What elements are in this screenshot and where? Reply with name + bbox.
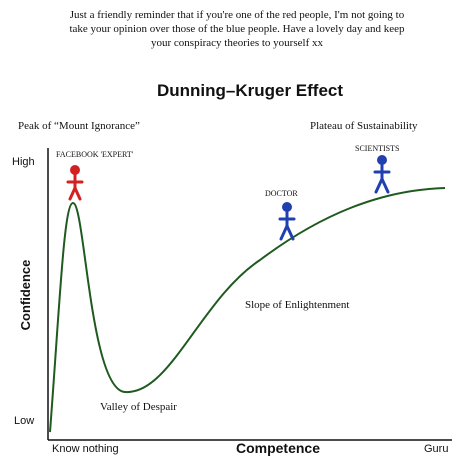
title: Dunning–Kruger Effect <box>157 81 343 100</box>
valley-label: Valley of Despair <box>100 401 177 413</box>
y-low: Low <box>14 415 34 427</box>
slope-label: Slope of Enlightenment <box>245 299 349 311</box>
doctor-label: DOCTOR <box>265 189 298 198</box>
scientists-label: SCIENTISTS <box>355 144 399 153</box>
peak-label: Peak of “Mount Ignorance” <box>18 120 140 132</box>
plateau-label: Plateau of Sustainability <box>310 120 418 132</box>
x-left: Know nothing <box>52 443 119 455</box>
x-title: Competence <box>236 440 320 456</box>
caption-line: your conspiracy theories to yourself xx <box>151 37 323 49</box>
caption-line: Just a friendly reminder that if you're … <box>70 9 405 21</box>
y-title: Confidence <box>18 260 33 331</box>
y-high: High <box>12 156 35 168</box>
facebook-label: FACEBOOK 'EXPERT' <box>56 150 134 159</box>
x-right: Guru <box>424 443 448 455</box>
red-figure <box>66 165 84 201</box>
doctor-figure <box>278 202 296 241</box>
curve <box>49 187 446 433</box>
scientist-figure <box>373 155 391 194</box>
caption-line: take your opinion over those of the blue… <box>69 23 405 35</box>
